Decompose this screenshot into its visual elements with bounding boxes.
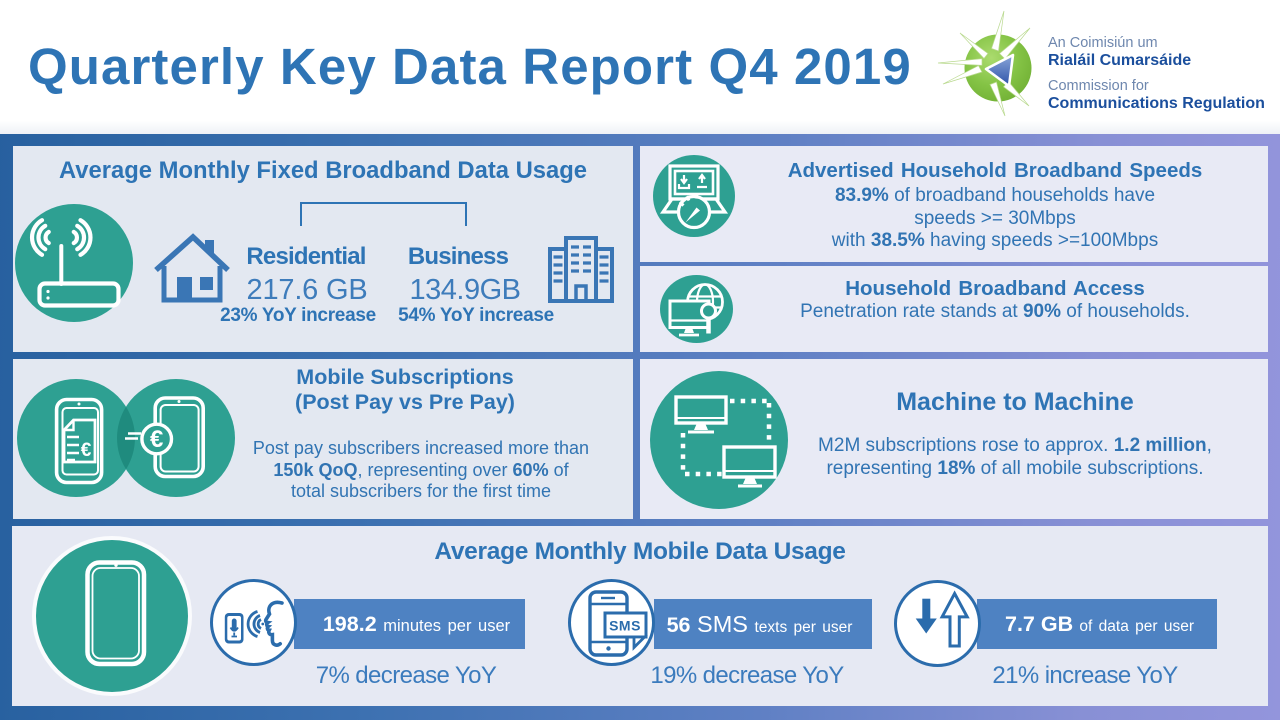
svg-text:€: € [150, 426, 163, 453]
svg-text:SMS: SMS [609, 618, 641, 634]
svg-text:€: € [81, 440, 92, 461]
